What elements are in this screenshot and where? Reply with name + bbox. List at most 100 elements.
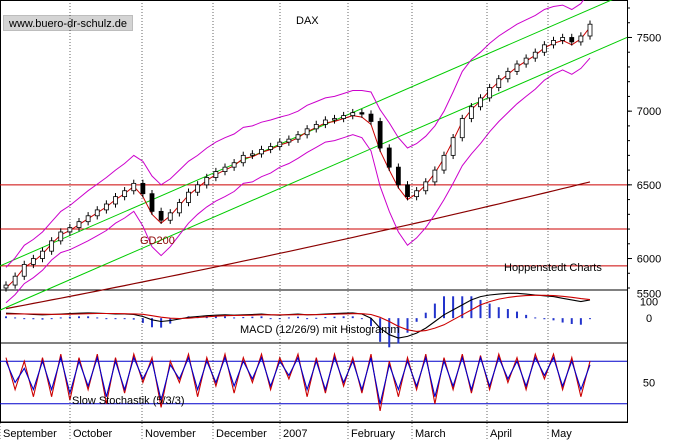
- macd-histogram-bar: [516, 311, 518, 319]
- candle-body: [140, 182, 146, 195]
- candle-body: [67, 227, 73, 233]
- candle-body: [441, 154, 447, 171]
- macd-histogram-bar: [579, 318, 582, 325]
- macd-histogram-bar: [497, 307, 500, 319]
- macd-histogram-bar: [315, 317, 318, 319]
- candle-body: [587, 23, 593, 37]
- candle-body: [113, 196, 118, 205]
- stochastic-d-line: [5, 355, 591, 404]
- macd-panel: 5500 0 100: [5, 288, 661, 348]
- month-label: 2007: [283, 428, 307, 440]
- candle-body: [541, 44, 547, 53]
- macd-histogram-bar: [269, 318, 272, 320]
- candle-body: [505, 70, 511, 80]
- macd-label: MACD (12/26/9) mit Histogramm: [240, 324, 400, 336]
- macd-histogram-bar: [224, 316, 226, 319]
- macd-histogram-bar: [589, 318, 591, 320]
- y-tick-label: 100: [640, 297, 658, 309]
- macd-histogram-bar: [406, 318, 409, 333]
- candle-body: [578, 35, 584, 43]
- candle-body: [268, 146, 274, 150]
- candle-body: [3, 284, 9, 289]
- macd-histogram-bar: [233, 317, 236, 319]
- y-tick-label: 7000: [637, 106, 661, 118]
- macd-signal-line: [5, 294, 591, 332]
- candle-body: [304, 128, 310, 136]
- candle-body: [176, 202, 182, 214]
- candle-body: [478, 97, 483, 108]
- candle-body: [122, 190, 128, 198]
- macd-histogram-bar: [50, 318, 53, 320]
- chart-frame: [0, 0, 628, 423]
- candle-body: [167, 212, 173, 221]
- macd-histogram-bar: [41, 318, 44, 320]
- macd-histogram-bar: [123, 318, 126, 320]
- candle-body: [405, 184, 410, 198]
- candle-body: [21, 264, 27, 277]
- macd-histogram-bar: [433, 303, 436, 319]
- macd-histogram-bar: [470, 296, 473, 319]
- candle-body: [249, 153, 255, 156]
- trend-channel-lower: [0, 37, 628, 311]
- candle-body: [459, 118, 465, 139]
- bollinger-lo: [5, 57, 591, 304]
- macd-histogram-bar: [141, 318, 144, 323]
- month-label: April: [490, 428, 512, 440]
- price-panel: 6000 6500 7000 7500: [0, 0, 661, 311]
- y-tick-label: 7500: [637, 32, 661, 44]
- stochastic-label: Slow Stochastik (5/3/3): [72, 395, 185, 407]
- macd-histogram-bar: [379, 318, 382, 342]
- macd-histogram-bar: [525, 314, 528, 319]
- macd-histogram-bar: [452, 296, 455, 319]
- month-label: November: [145, 428, 196, 440]
- macd-histogram-bar: [552, 318, 555, 321]
- macd-histogram-bar: [14, 317, 17, 319]
- candle-body: [295, 134, 301, 140]
- macd-histogram-bar: [242, 317, 245, 319]
- macd-histogram-bar: [287, 317, 290, 319]
- candle-body: [204, 177, 210, 186]
- macd-histogram-bar: [260, 316, 263, 319]
- trend-channel-upper: [0, 0, 613, 267]
- y-tick-label: 6000: [637, 254, 661, 266]
- macd-histogram-bar: [251, 316, 254, 319]
- candle-body: [359, 112, 365, 115]
- macd-histogram-bar: [443, 296, 445, 319]
- candle-body: [395, 166, 401, 186]
- macd-histogram-bar: [479, 299, 482, 319]
- candle-body: [231, 162, 237, 168]
- macd-histogram-bar: [297, 316, 299, 319]
- candle-body: [259, 149, 264, 155]
- macd-histogram-bar: [461, 296, 464, 319]
- macd-histogram-bar: [570, 318, 573, 324]
- macd-histogram-bar: [306, 318, 309, 320]
- month-label: September: [3, 428, 57, 440]
- macd-histogram-bar: [424, 312, 427, 319]
- macd-histogram-bar: [5, 316, 7, 319]
- macd-histogram-bar: [214, 315, 217, 319]
- watermark-label: www.buero-dr-schulz.de: [3, 15, 133, 31]
- macd-histogram-bar: [87, 316, 90, 319]
- macd-histogram-bar: [415, 318, 418, 322]
- candle-body: [332, 118, 337, 121]
- candle-body: [322, 119, 328, 125]
- candle-body: [240, 154, 246, 164]
- macd-histogram-bar: [151, 318, 153, 328]
- macd-histogram-bar: [561, 318, 564, 323]
- macd-histogram-bar: [370, 318, 372, 327]
- candle-body: [532, 51, 538, 59]
- macd-histogram-bar: [132, 318, 135, 320]
- macd-histogram-bar: [114, 318, 117, 320]
- candle-body: [58, 231, 64, 242]
- macd-histogram-bar: [105, 318, 108, 320]
- candle-body: [49, 240, 55, 252]
- macd-histogram-bar: [96, 317, 99, 319]
- macd-histogram-bar: [534, 317, 537, 319]
- candle-body: [514, 63, 520, 72]
- macd-histogram-bar: [488, 303, 491, 319]
- candle-body: [30, 258, 36, 265]
- macd-histogram-bar: [543, 318, 546, 320]
- candle-body: [450, 137, 456, 156]
- candle-body: [560, 37, 566, 41]
